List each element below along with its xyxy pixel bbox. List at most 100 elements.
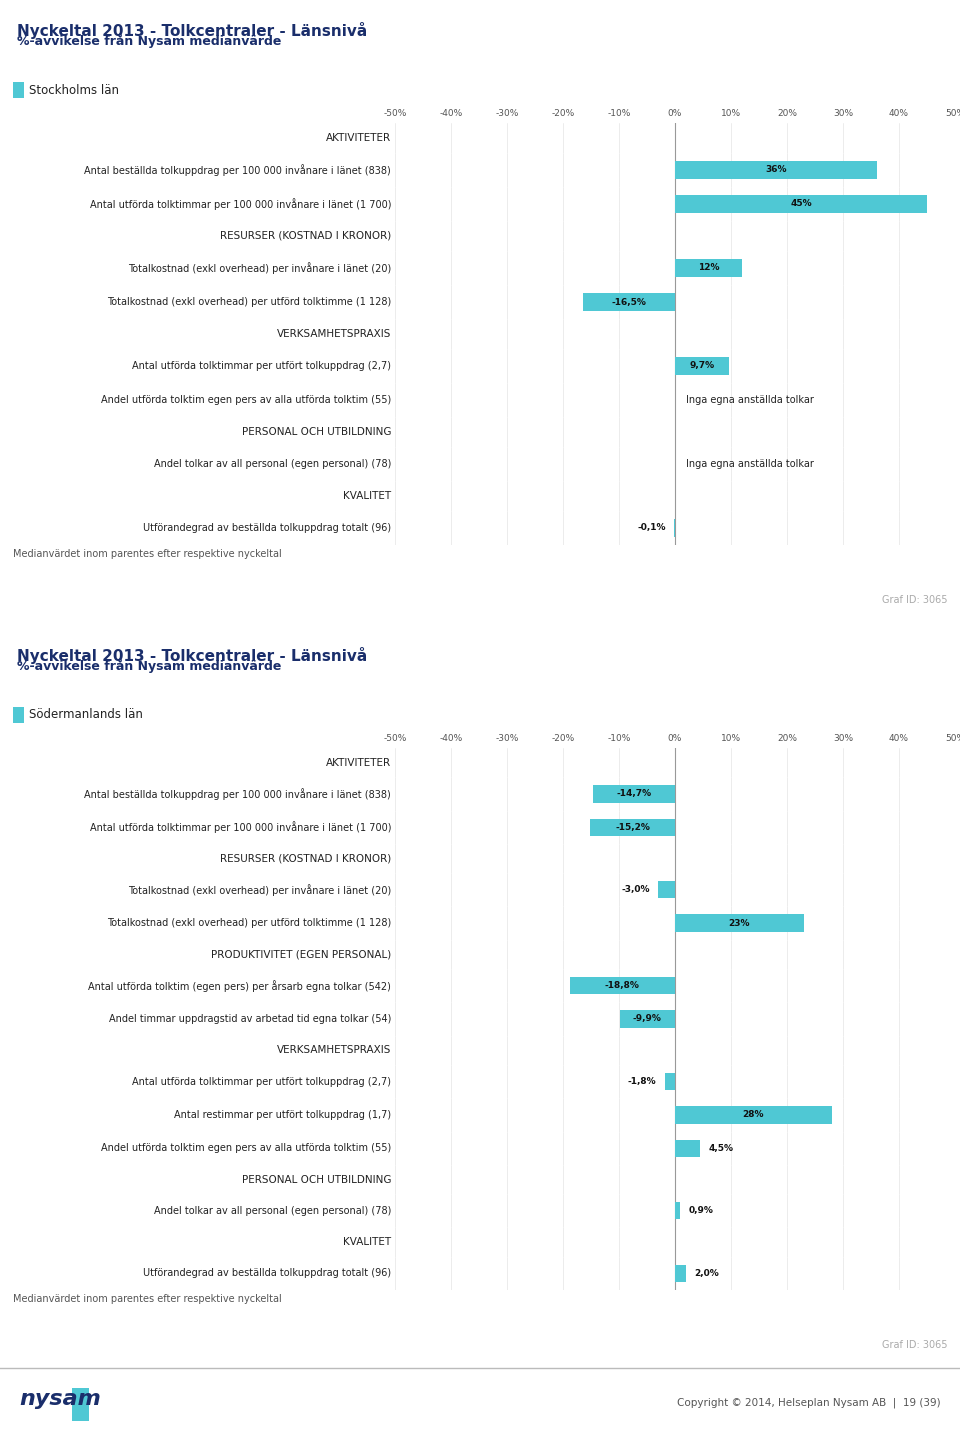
Text: Antal utförda tolktimmar per utfört tolkuppdrag (2,7): Antal utförda tolktimmar per utfört tolk… [132, 360, 391, 371]
Text: AKTIVITETER: AKTIVITETER [325, 133, 391, 143]
Text: Totalkostnad (exkl overhead) per invånare i länet (20): Totalkostnad (exkl overhead) per invånar… [128, 262, 391, 274]
Text: KVALITET: KVALITET [343, 490, 391, 500]
Text: Inga egna anställda tolkar: Inga egna anställda tolkar [686, 395, 814, 405]
Text: -50%: -50% [383, 108, 407, 118]
Text: -20%: -20% [551, 108, 575, 118]
Text: Totalkostnad (exkl overhead) per invånare i länet (20): Totalkostnad (exkl overhead) per invånar… [128, 884, 391, 895]
Text: Andel tolkar av all personal (egen personal) (78): Andel tolkar av all personal (egen perso… [154, 1206, 391, 1216]
Text: -0,1%: -0,1% [637, 523, 666, 532]
Text: VERKSAMHETSPRAXIS: VERKSAMHETSPRAXIS [276, 329, 391, 339]
Bar [589, 819, 675, 836]
Text: PERSONAL OCH UTBILDNING: PERSONAL OCH UTBILDNING [242, 1175, 391, 1184]
Text: Antal utförda tolktim (egen pers) per årsarb egna tolkar (542): Antal utförda tolktim (egen pers) per år… [88, 979, 391, 992]
Text: Graf ID: 3065: Graf ID: 3065 [881, 596, 947, 606]
Text: AKTIVITETER: AKTIVITETER [325, 757, 391, 767]
Text: 2,0%: 2,0% [695, 1269, 719, 1278]
Text: Medianvärdet inom parentes efter respektive nyckeltal: Medianvärdet inom parentes efter respekt… [13, 549, 281, 559]
Text: 10%: 10% [721, 734, 741, 743]
Text: 45%: 45% [790, 199, 812, 209]
Text: RESURSER (KOSTNAD I KRONOR): RESURSER (KOSTNAD I KRONOR) [220, 854, 391, 864]
Text: Utförandegrad av beställda tolkuppdrag totalt (96): Utförandegrad av beställda tolkuppdrag t… [143, 523, 391, 534]
Bar [619, 1011, 675, 1028]
Bar [569, 978, 675, 995]
Bar [659, 881, 675, 898]
Text: 40%: 40% [889, 734, 909, 743]
Bar [675, 162, 876, 179]
Text: 20%: 20% [777, 734, 797, 743]
Text: %-avvikelse från Nysam medianvärde: %-avvikelse från Nysam medianvärde [17, 33, 281, 48]
Text: -40%: -40% [440, 734, 463, 743]
Text: -9,9%: -9,9% [633, 1015, 661, 1024]
Text: Antal beställda tolkuppdrag per 100 000 invånare i länet (838): Antal beställda tolkuppdrag per 100 000 … [84, 787, 391, 800]
Bar [675, 195, 927, 213]
Text: Andel utförda tolktim egen pers av alla utförda tolktim (55): Andel utförda tolktim egen pers av alla … [101, 1144, 391, 1154]
Bar [13, 82, 24, 98]
Text: %-avvikelse från Nysam medianvärde: %-avvikelse från Nysam medianvärde [17, 659, 281, 673]
Text: 50%: 50% [945, 734, 960, 743]
Text: 9,7%: 9,7% [689, 362, 715, 371]
Bar [675, 1203, 680, 1220]
Text: -1,8%: -1,8% [628, 1077, 657, 1086]
Text: Andel timmar uppdragstid av arbetad tid egna tolkar (54): Andel timmar uppdragstid av arbetad tid … [108, 1014, 391, 1024]
Text: Totalkostnad (exkl overhead) per utförd tolktimme (1 128): Totalkostnad (exkl overhead) per utförd … [107, 919, 391, 929]
Text: 30%: 30% [833, 108, 853, 118]
Text: Nyckeltal 2013 - Tolkcentraler - Länsnivå: Nyckeltal 2013 - Tolkcentraler - Länsniv… [17, 647, 368, 663]
Text: 50%: 50% [945, 108, 960, 118]
Text: 0%: 0% [668, 108, 683, 118]
Text: Antal beställda tolkuppdrag per 100 000 invånare i länet (838): Antal beställda tolkuppdrag per 100 000 … [84, 164, 391, 176]
Text: 0%: 0% [668, 734, 683, 743]
Bar [675, 358, 730, 375]
Text: 4,5%: 4,5% [708, 1144, 733, 1152]
Text: -18,8%: -18,8% [605, 981, 639, 991]
Text: Totalkostnad (exkl overhead) per utförd tolktimme (1 128): Totalkostnad (exkl overhead) per utförd … [107, 297, 391, 307]
Text: -20%: -20% [551, 734, 575, 743]
Bar [583, 293, 675, 311]
Bar [675, 260, 742, 277]
Text: 20%: 20% [777, 108, 797, 118]
Bar [675, 1106, 831, 1123]
Text: Antal utförda tolktimmar per 100 000 invånare i länet (1 700): Antal utförda tolktimmar per 100 000 inv… [89, 198, 391, 211]
Bar [665, 1073, 675, 1090]
Text: -14,7%: -14,7% [616, 789, 652, 799]
Bar [675, 1139, 700, 1156]
Text: VERKSAMHETSPRAXIS: VERKSAMHETSPRAXIS [276, 1045, 391, 1056]
Text: -16,5%: -16,5% [612, 297, 646, 307]
Text: KVALITET: KVALITET [343, 1237, 391, 1247]
Text: Antal utförda tolktimmar per utfört tolkuppdrag (2,7): Antal utförda tolktimmar per utfört tolk… [132, 1077, 391, 1086]
Text: 30%: 30% [833, 734, 853, 743]
Text: -50%: -50% [383, 734, 407, 743]
Text: Utförandegrad av beställda tolkuppdrag totalt (96): Utförandegrad av beställda tolkuppdrag t… [143, 1269, 391, 1278]
Text: Nyckeltal 2013 - Tolkcentraler - Länsnivå: Nyckeltal 2013 - Tolkcentraler - Länsniv… [17, 22, 368, 39]
Text: -30%: -30% [495, 734, 518, 743]
Text: Inga egna anställda tolkar: Inga egna anställda tolkar [686, 459, 814, 469]
Bar [13, 707, 24, 722]
Text: -30%: -30% [495, 108, 518, 118]
Bar [592, 786, 675, 803]
Text: 40%: 40% [889, 108, 909, 118]
Bar [675, 914, 804, 932]
Text: Medianvärdet inom parentes efter respektive nyckeltal: Medianvärdet inom parentes efter respekt… [13, 1293, 281, 1304]
Text: Stockholms län: Stockholms län [29, 84, 119, 97]
Text: -10%: -10% [608, 734, 631, 743]
Text: -15,2%: -15,2% [615, 823, 650, 832]
Text: Antal restimmar per utfört tolkuppdrag (1,7): Antal restimmar per utfört tolkuppdrag (… [174, 1110, 391, 1120]
Text: Södermanlands län: Södermanlands län [29, 708, 143, 721]
Text: 28%: 28% [743, 1110, 764, 1119]
Text: -40%: -40% [440, 108, 463, 118]
Bar [72, 1387, 89, 1422]
Text: 0,9%: 0,9% [688, 1207, 713, 1216]
Text: Andel utförda tolktim egen pers av alla utförda tolktim (55): Andel utförda tolktim egen pers av alla … [101, 395, 391, 405]
Text: RESURSER (KOSTNAD I KRONOR): RESURSER (KOSTNAD I KRONOR) [220, 231, 391, 241]
Bar [675, 1265, 686, 1282]
Text: Antal utförda tolktimmar per 100 000 invånare i länet (1 700): Antal utförda tolktimmar per 100 000 inv… [89, 822, 391, 833]
Text: PERSONAL OCH UTBILDNING: PERSONAL OCH UTBILDNING [242, 427, 391, 437]
Text: 10%: 10% [721, 108, 741, 118]
Text: nysam: nysam [19, 1389, 101, 1409]
Text: Andel tolkar av all personal (egen personal) (78): Andel tolkar av all personal (egen perso… [154, 459, 391, 469]
Text: -3,0%: -3,0% [621, 885, 650, 894]
Text: Graf ID: 3065: Graf ID: 3065 [881, 1340, 947, 1350]
Text: 12%: 12% [698, 264, 719, 273]
Text: Copyright © 2014, Helseplan Nysam AB  |  19 (39): Copyright © 2014, Helseplan Nysam AB | 1… [677, 1397, 941, 1407]
Text: PRODUKTIVITET (EGEN PERSONAL): PRODUKTIVITET (EGEN PERSONAL) [211, 949, 391, 959]
Text: 23%: 23% [729, 919, 750, 927]
